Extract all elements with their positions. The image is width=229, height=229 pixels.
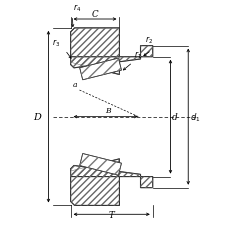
Text: $d_1$: $d_1$ [189,111,200,123]
Polygon shape [70,46,152,68]
Text: $r_1$: $r_1$ [133,49,141,61]
Text: a: a [73,81,77,89]
Polygon shape [70,29,119,75]
Polygon shape [79,154,121,175]
Text: D: D [33,113,41,122]
Polygon shape [70,166,152,188]
Polygon shape [79,59,121,80]
Text: d: d [172,113,177,122]
Polygon shape [70,159,119,205]
Text: B: B [104,106,110,114]
Text: T: T [108,210,114,219]
Text: $r_4$: $r_4$ [73,3,81,14]
Text: $r_2$: $r_2$ [144,34,152,45]
Text: C: C [91,10,98,19]
Text: $r_3$: $r_3$ [52,37,60,49]
